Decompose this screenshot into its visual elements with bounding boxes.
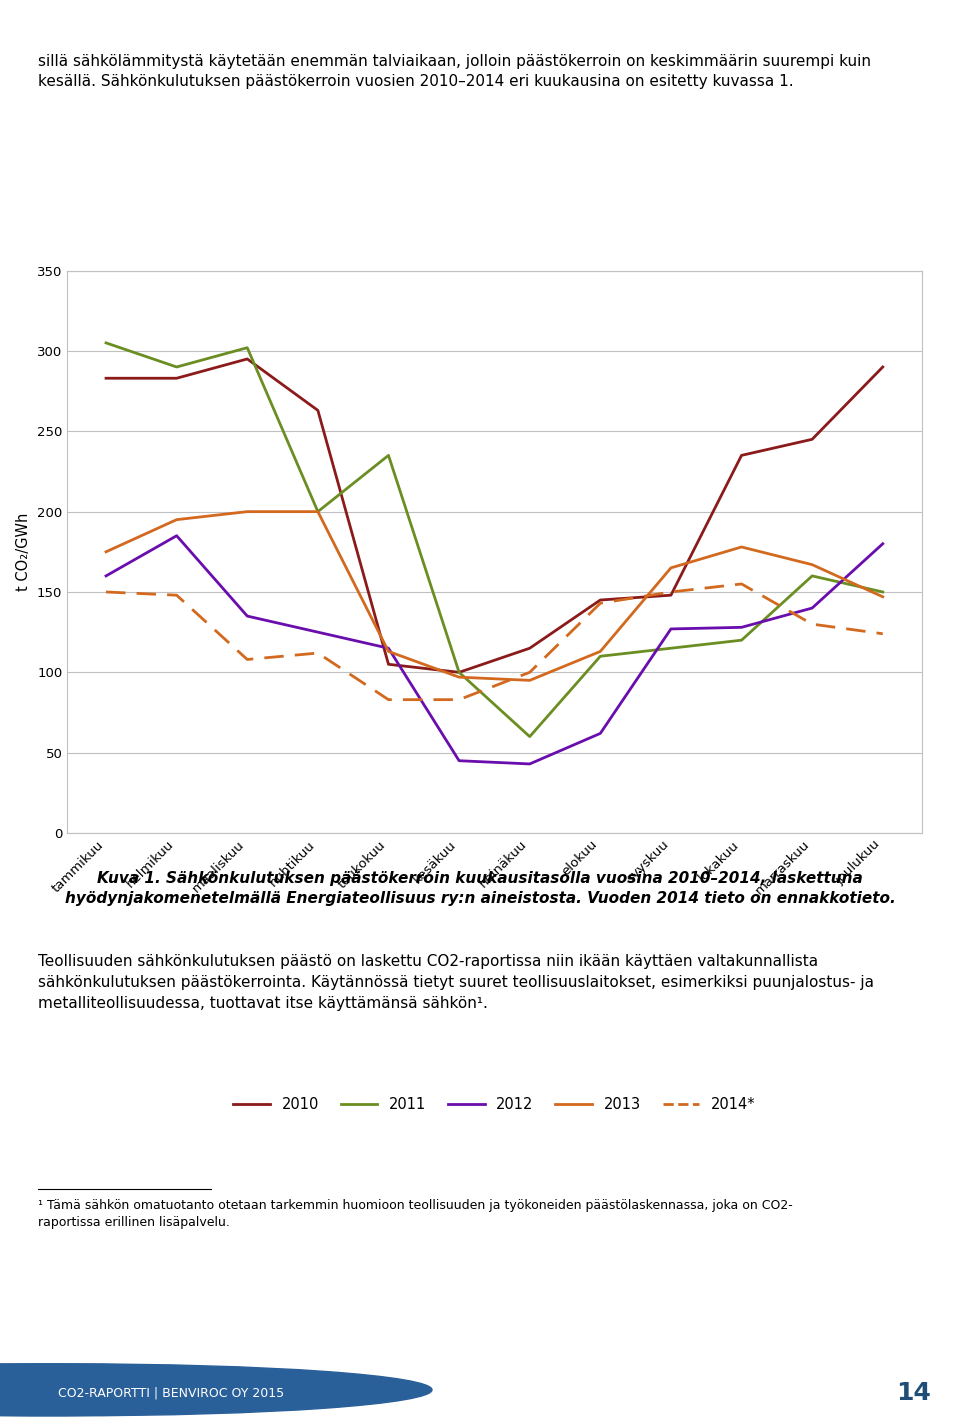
Legend: 2010, 2011, 2012, 2013, 2014*: 2010, 2011, 2012, 2013, 2014* bbox=[228, 1092, 761, 1118]
Text: ¹ Tämä sähkön omatuotanto otetaan tarkemmin huomioon teollisuuden ja työkoneiden: ¹ Tämä sähkön omatuotanto otetaan tarkem… bbox=[38, 1199, 793, 1229]
Text: Teollisuuden sähkönkulutuksen päästö on laskettu CO2-raportissa niin ikään käytt: Teollisuuden sähkönkulutuksen päästö on … bbox=[38, 954, 875, 1011]
Circle shape bbox=[0, 1364, 432, 1415]
Text: sillä sähkölämmitystä käytetään enemmän talviaikaan, jolloin päästökerroin on ke: sillä sähkölämmitystä käytetään enemmän … bbox=[38, 54, 872, 88]
Text: CO2-RAPORTTI | BENVIROC OY 2015: CO2-RAPORTTI | BENVIROC OY 2015 bbox=[58, 1387, 284, 1400]
Text: 14: 14 bbox=[897, 1381, 931, 1405]
Y-axis label: t CO₂/GWh: t CO₂/GWh bbox=[16, 513, 32, 591]
Text: Kuva 1. Sähkönkulutuksen päästökerroin kuukausitasolla vuosina 2010–2014, lasket: Kuva 1. Sähkönkulutuksen päästökerroin k… bbox=[64, 871, 896, 906]
Circle shape bbox=[0, 1364, 394, 1415]
